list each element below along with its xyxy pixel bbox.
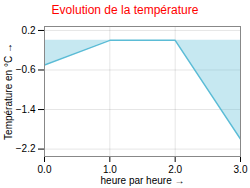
svg-text:heure par heure →: heure par heure → [101,175,185,186]
svg-text:0.2: 0.2 [22,25,36,36]
html-text:Evolution de la température: Evolution de la température [51,3,199,17]
svg-text:Température en °C →: Température en °C → [3,43,14,140]
svg-text:2.0: 2.0 [168,164,182,175]
svg-text:−1.4: −1.4 [16,104,36,115]
svg-text:−0.6: −0.6 [16,64,36,75]
svg-text:1.0: 1.0 [103,164,117,175]
svg-text:0.0: 0.0 [38,164,52,175]
svg-text:−2.2: −2.2 [16,143,36,154]
svg-text:3.0: 3.0 [234,164,248,175]
